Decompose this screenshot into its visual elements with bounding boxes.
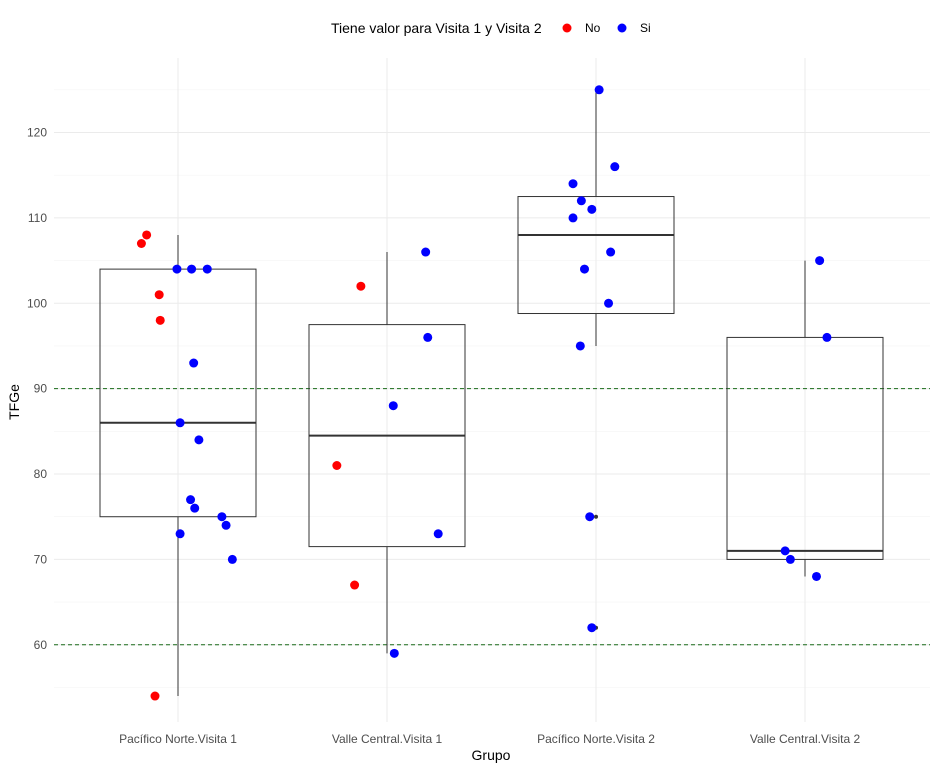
data-point-si (221, 520, 231, 530)
data-point-si (388, 401, 398, 411)
data-point-si (217, 512, 227, 522)
data-point-si (610, 162, 620, 172)
data-point-no (155, 315, 165, 325)
data-point-si (604, 298, 614, 308)
y-axis-title: TFGe (6, 384, 22, 420)
legend-label-si: Si (640, 21, 651, 35)
box-iqr (517, 196, 675, 315)
data-point-si (594, 85, 604, 95)
data-point-si (580, 264, 590, 274)
data-point-no (150, 691, 160, 701)
data-point-no (136, 238, 146, 248)
y-axis-ticks: 60 70 80 90 100 110 120 (27, 126, 47, 652)
data-point-si (811, 571, 821, 581)
data-point-si (587, 623, 597, 633)
data-point-si (587, 204, 597, 214)
data-point-si (227, 554, 237, 564)
data-point-si (815, 256, 825, 266)
x-tick-label: Valle Central.Visita 2 (750, 732, 861, 746)
data-point-si (189, 358, 199, 368)
x-axis-title: Grupo (472, 747, 511, 763)
data-point-si (433, 529, 443, 539)
y-tick-label: 100 (27, 296, 47, 310)
data-point-si (175, 418, 185, 428)
y-tick-label: 90 (34, 382, 48, 396)
x-tick-label: Valle Central.Visita 1 (332, 732, 443, 746)
legend-marker-si (617, 23, 627, 33)
data-point-si (389, 648, 399, 658)
data-point-si (187, 264, 197, 274)
data-point-si (202, 264, 212, 274)
data-points (136, 85, 832, 701)
data-point-no (350, 580, 360, 590)
legend-label-no: No (585, 21, 601, 35)
data-point-si (186, 495, 196, 505)
data-point-si (194, 435, 204, 445)
y-tick-label: 60 (34, 638, 48, 652)
box-4 (726, 260, 884, 577)
y-tick-label: 120 (27, 126, 47, 140)
data-point-si (568, 179, 578, 189)
box-iqr (726, 336, 884, 560)
legend-marker-no (562, 23, 572, 33)
x-tick-label: Pacífico Norte.Visita 2 (537, 732, 655, 746)
data-point-si (585, 512, 595, 522)
data-point-si (175, 529, 185, 539)
x-axis-ticks: Pacífico Norte.Visita 1 Valle Central.Vis… (119, 732, 860, 746)
y-tick-label: 80 (34, 467, 48, 481)
data-point-si (423, 332, 433, 342)
data-point-si (421, 247, 431, 257)
y-tick-label: 110 (28, 211, 47, 225)
box-2 (308, 252, 466, 654)
data-point-si (576, 196, 586, 206)
data-point-si (780, 546, 790, 556)
data-point-si (822, 332, 832, 342)
data-point-si (568, 213, 578, 223)
box-3 (517, 89, 675, 630)
data-point-no (142, 230, 152, 240)
y-tick-label: 70 (34, 552, 48, 566)
legend-title: Tiene valor para Visita 1 y Visita 2 (331, 20, 542, 36)
data-point-si (606, 247, 616, 257)
data-point-no (332, 460, 342, 470)
data-point-si (785, 554, 795, 564)
box-outlier (594, 514, 598, 519)
data-point-si (575, 341, 585, 351)
data-point-no (356, 281, 366, 291)
data-point-si (172, 264, 182, 274)
x-tick-label: Pacífico Norte.Visita 1 (119, 732, 237, 746)
data-point-si (190, 503, 200, 513)
reference-lines (54, 388, 930, 646)
data-point-no (154, 290, 164, 300)
legend: Tiene valor para Visita 1 y Visita 2 No … (331, 20, 651, 36)
